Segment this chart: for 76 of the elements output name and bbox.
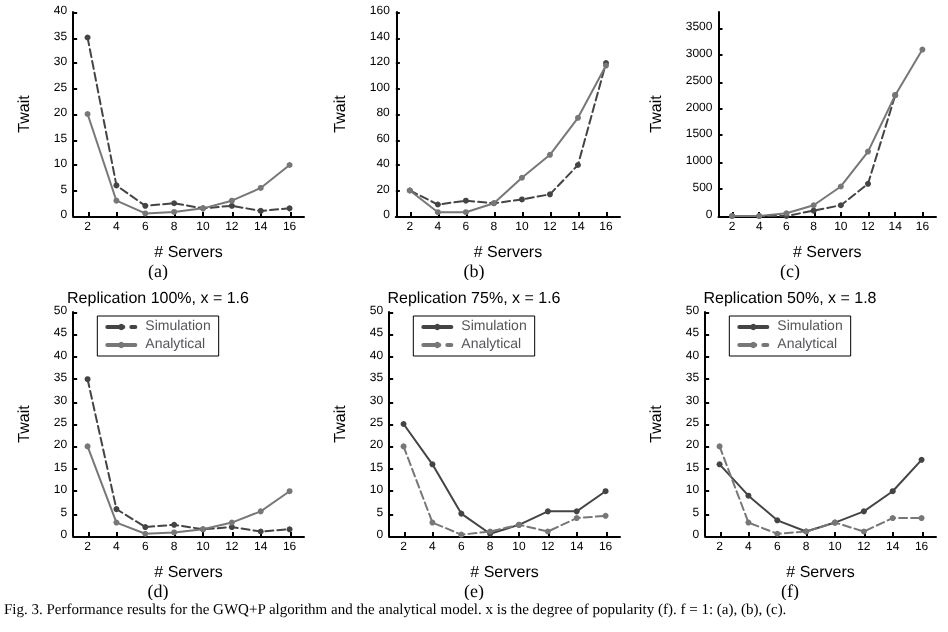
line-series: [400, 421, 609, 537]
x-axis-title: # Servers: [786, 562, 855, 581]
point: [84, 443, 91, 450]
point: [228, 197, 235, 204]
point: [434, 201, 441, 208]
point: [716, 461, 723, 468]
y-axis-title: Twait: [15, 403, 33, 443]
point: [142, 524, 149, 531]
point: [837, 183, 844, 190]
point: [458, 510, 465, 517]
point: [113, 519, 120, 526]
point: [257, 508, 264, 515]
chart-title: Replication 75%, x = 1.6: [387, 289, 562, 307]
point: [716, 443, 723, 450]
point: [113, 197, 120, 204]
point: [837, 202, 844, 209]
point: [142, 202, 149, 209]
point: [286, 205, 293, 212]
point: [860, 508, 867, 515]
point: [113, 506, 120, 513]
point: [573, 508, 580, 515]
x-axis-title: # Servers: [470, 562, 539, 581]
line-series: [84, 443, 293, 537]
point: [257, 184, 264, 191]
point: [400, 421, 407, 427]
point: [745, 492, 752, 499]
x-axis-title: # Servers: [154, 562, 223, 581]
point: [573, 515, 580, 522]
point: [918, 456, 925, 463]
point: [228, 519, 235, 526]
line-series: [84, 111, 293, 217]
y-axis-title: Twait: [331, 403, 349, 443]
point: [429, 519, 436, 526]
point: [518, 174, 525, 181]
point: [518, 196, 525, 203]
point: [544, 508, 551, 515]
point: [84, 34, 91, 41]
x-axis-title: # Servers: [473, 242, 543, 261]
point: [84, 376, 91, 383]
point: [400, 443, 407, 450]
point: [546, 191, 553, 198]
point: [774, 517, 781, 524]
point: [602, 488, 609, 495]
chart-title: Replication 100%, x = 1.6: [67, 289, 251, 307]
line-series: [716, 443, 925, 537]
point: [171, 521, 178, 528]
point: [286, 488, 293, 495]
point: [113, 182, 120, 189]
point: [602, 512, 609, 519]
point: [462, 197, 469, 204]
line-series: [400, 443, 609, 538]
point: [745, 519, 752, 526]
point: [889, 488, 896, 495]
point: [546, 151, 553, 158]
line-series: [729, 46, 926, 219]
y-axis-title: Twait: [331, 93, 349, 133]
point: [171, 200, 178, 207]
point: [918, 515, 925, 522]
y-axis-title: Twait: [647, 403, 665, 443]
point: [286, 162, 293, 168]
point: [429, 461, 436, 468]
point: [84, 111, 91, 117]
point: [889, 515, 896, 522]
y-axis-title: Twait: [647, 93, 665, 133]
chart-title: Replication 50%, x = 1.8: [703, 289, 878, 307]
line-series: [84, 34, 293, 214]
point: [286, 526, 293, 533]
point: [810, 202, 817, 209]
point: [228, 202, 235, 209]
point: [865, 148, 872, 155]
x-axis-title: # Servers: [793, 242, 862, 261]
point: [574, 114, 581, 121]
point: [919, 46, 926, 53]
x-axis-title: # Servers: [154, 242, 223, 261]
y-axis-title: Twait: [15, 93, 33, 133]
point: [865, 180, 872, 187]
